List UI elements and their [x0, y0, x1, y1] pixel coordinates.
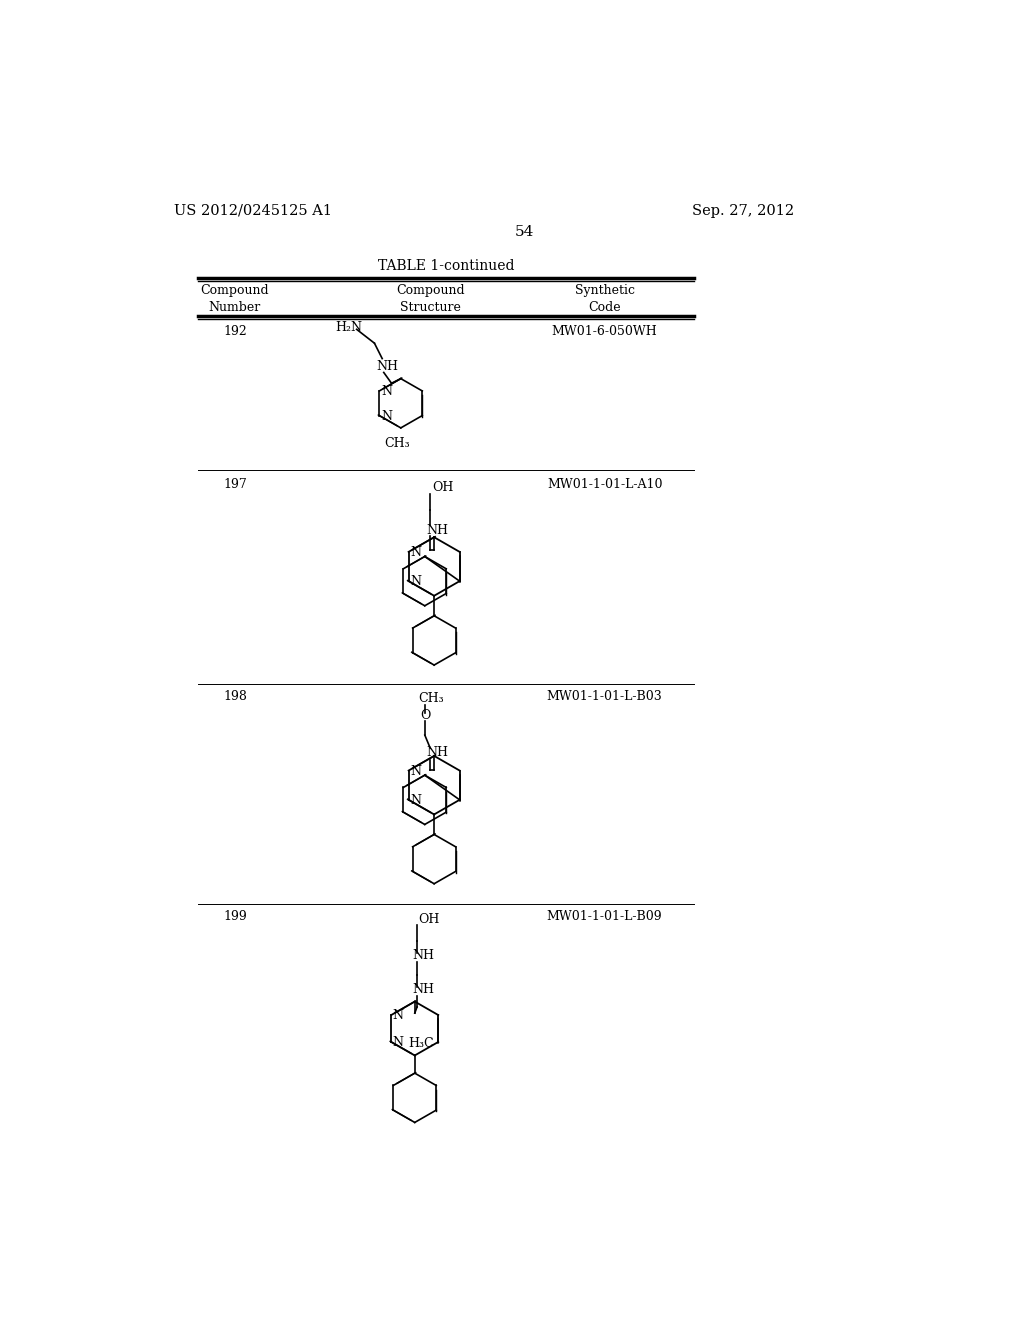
Text: N: N — [411, 576, 421, 589]
Text: Compound
Number: Compound Number — [201, 284, 269, 314]
Text: Sep. 27, 2012: Sep. 27, 2012 — [692, 203, 795, 218]
Text: OH: OH — [419, 912, 440, 925]
Text: MW01-1-01-L-B09: MW01-1-01-L-B09 — [547, 911, 663, 924]
Text: NH: NH — [426, 746, 449, 759]
Text: NH: NH — [376, 360, 398, 372]
Text: Compound
Structure: Compound Structure — [396, 284, 465, 314]
Text: NH: NH — [413, 982, 434, 995]
Text: H₂N: H₂N — [336, 321, 362, 334]
Text: CH₃: CH₃ — [384, 437, 410, 450]
Text: N: N — [411, 546, 421, 560]
Text: 199: 199 — [223, 911, 247, 924]
Text: 198: 198 — [223, 690, 247, 704]
Text: N: N — [381, 409, 392, 422]
Text: CH₃: CH₃ — [419, 693, 444, 705]
Text: MW01-1-01-L-B03: MW01-1-01-L-B03 — [547, 690, 663, 704]
Text: TABLE 1-continued: TABLE 1-continued — [378, 259, 514, 273]
Text: H₃C: H₃C — [409, 1038, 434, 1049]
Text: N: N — [411, 795, 421, 807]
Text: NH: NH — [413, 949, 434, 962]
Text: US 2012/0245125 A1: US 2012/0245125 A1 — [174, 203, 333, 218]
Text: MW01-6-050WH: MW01-6-050WH — [552, 325, 657, 338]
Text: Synthetic
Code: Synthetic Code — [574, 284, 635, 314]
Text: N: N — [411, 764, 421, 777]
Text: OH: OH — [432, 482, 454, 495]
Text: 197: 197 — [223, 478, 247, 491]
Text: 192: 192 — [223, 325, 247, 338]
Text: NH: NH — [426, 524, 449, 537]
Text: N: N — [393, 1010, 403, 1022]
Text: 54: 54 — [515, 224, 535, 239]
Text: N: N — [381, 385, 392, 399]
Text: MW01-1-01-L-A10: MW01-1-01-L-A10 — [547, 478, 663, 491]
Text: O: O — [420, 709, 430, 722]
Text: N: N — [393, 1036, 403, 1049]
